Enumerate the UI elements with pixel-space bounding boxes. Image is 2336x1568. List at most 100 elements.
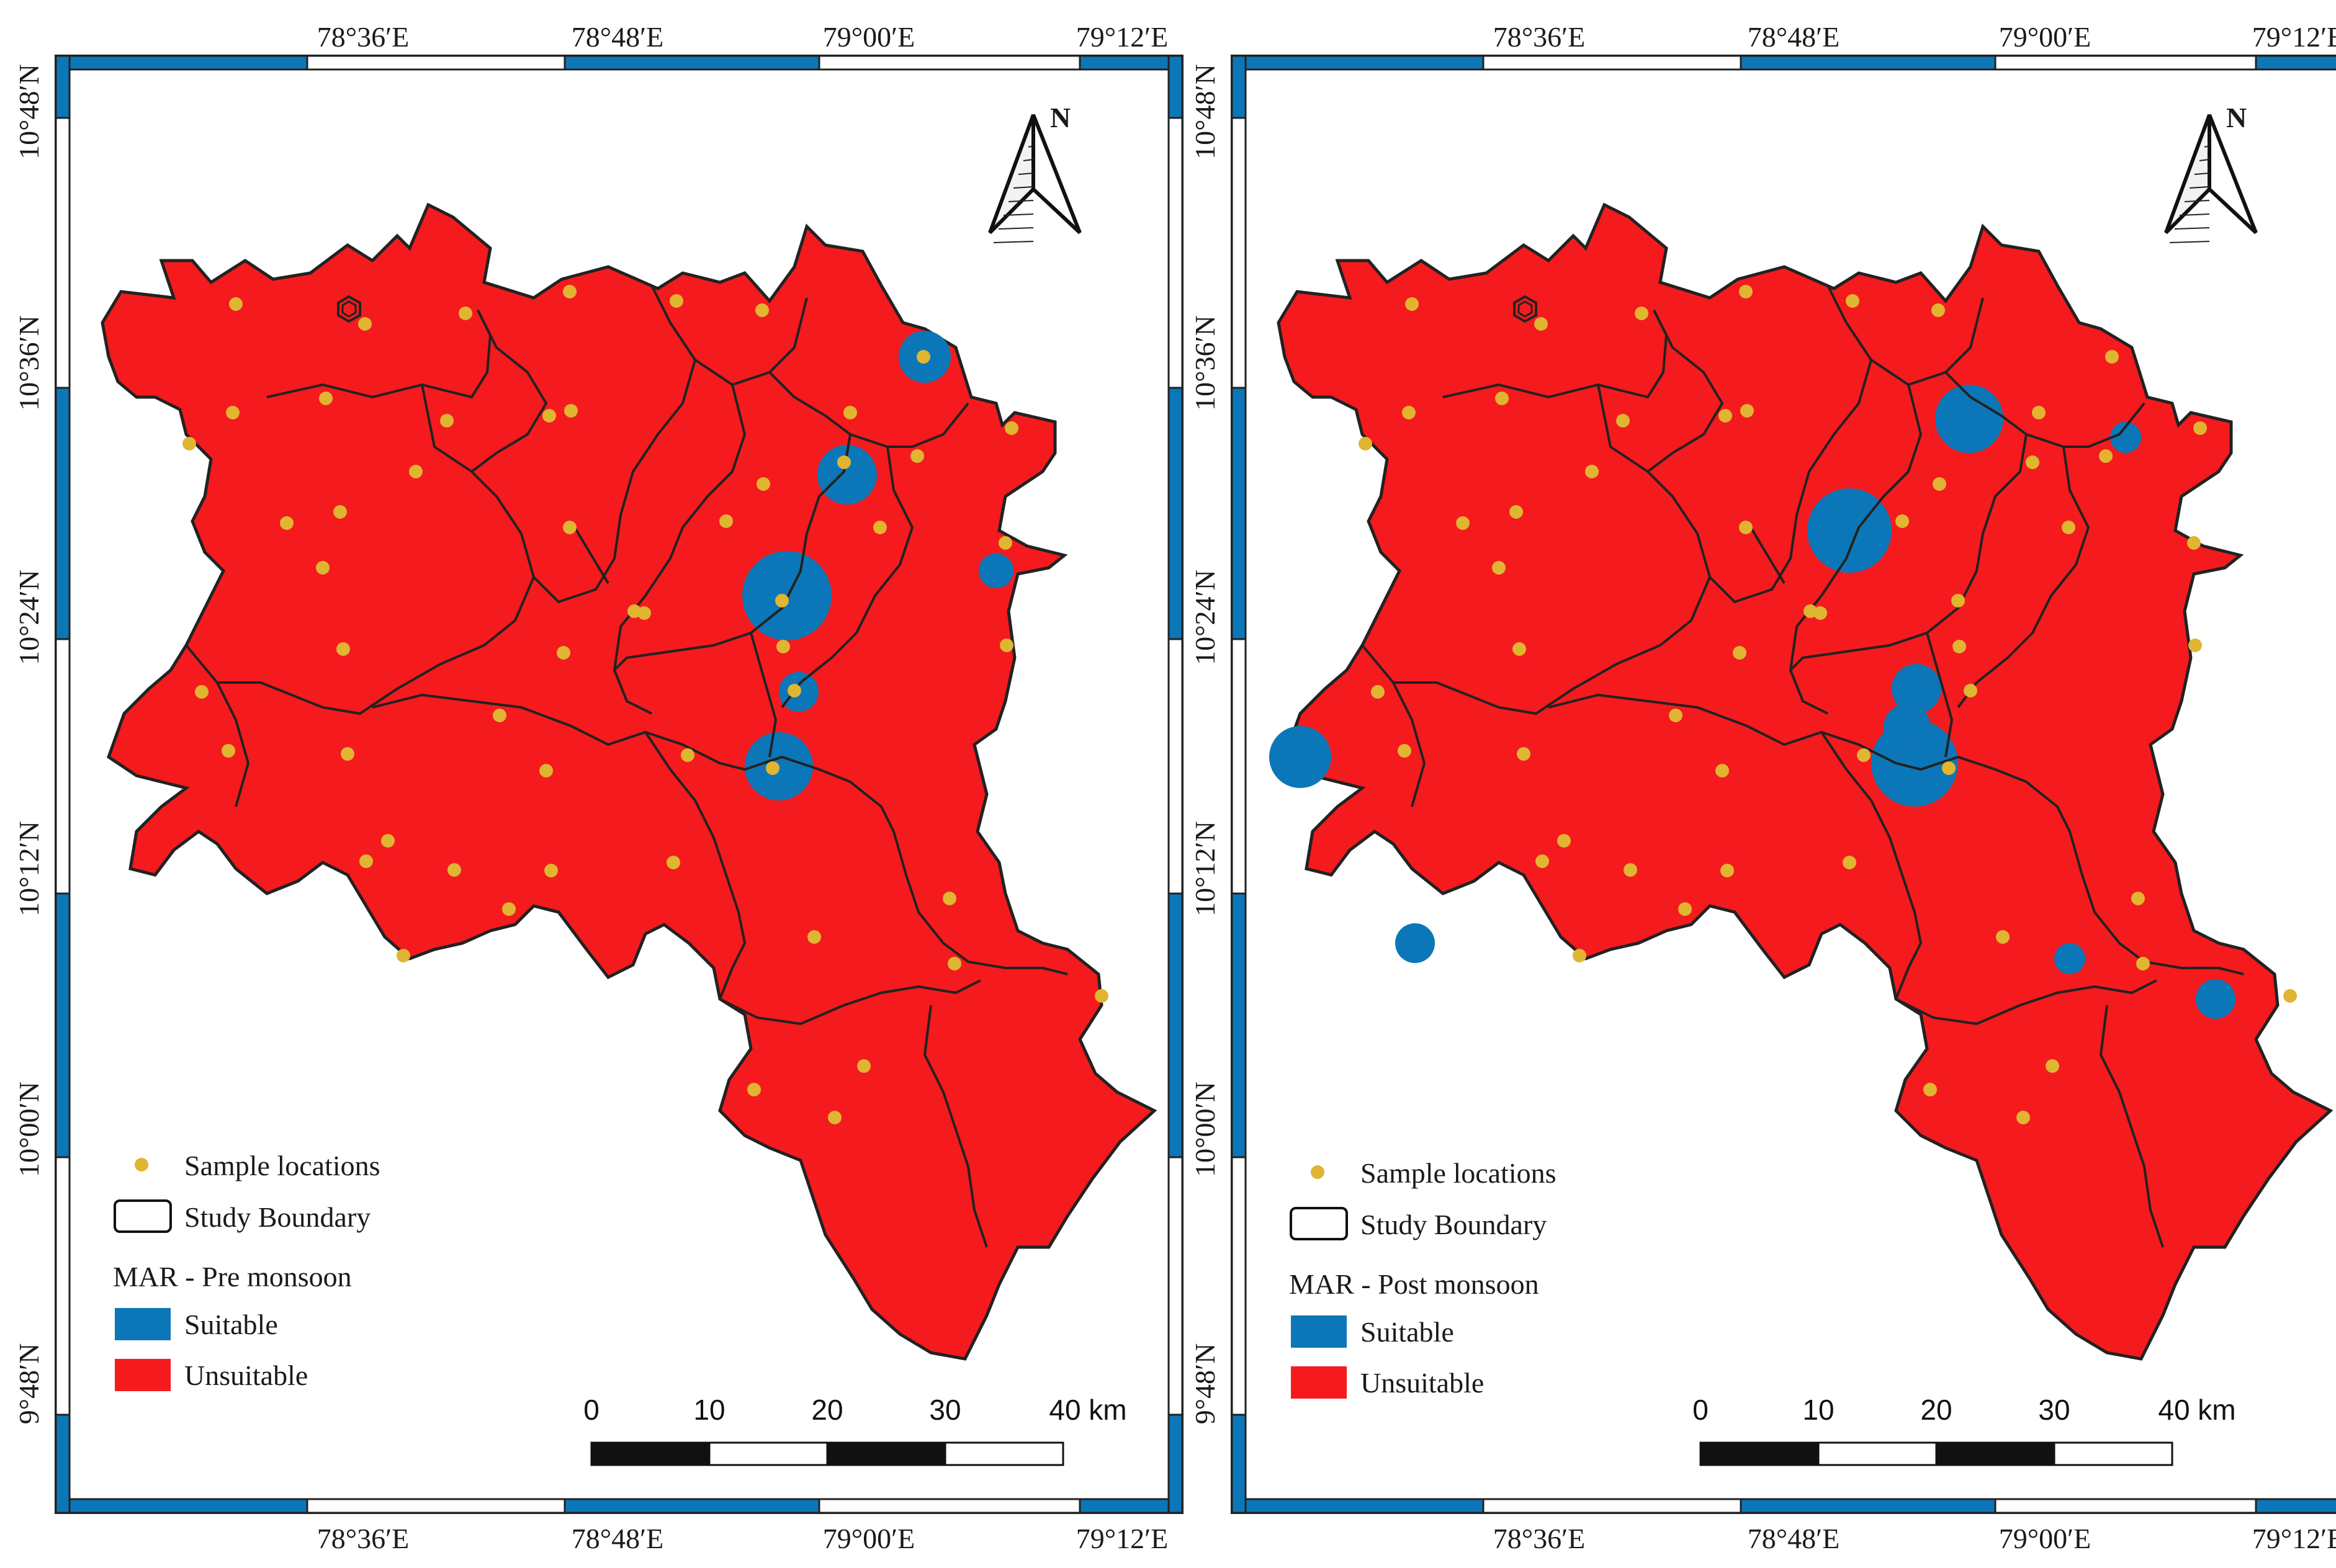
north-arrow-icon: N — [2164, 102, 2258, 243]
sample-location — [1739, 521, 1753, 534]
sample-location — [1733, 646, 1746, 660]
suitable-zone — [1807, 488, 1892, 573]
scale-segment — [826, 1441, 946, 1466]
sample-points — [182, 285, 1108, 1124]
legend-suitable-label: Suitable — [1360, 1316, 1454, 1348]
scale-tick-label: 20 — [1920, 1394, 1952, 1426]
sample-location — [2099, 449, 2113, 463]
coord-label-top: 78°48′E — [572, 21, 664, 53]
scale-tick-label: 30 — [929, 1394, 961, 1426]
scale-tick-label: 40 km — [1049, 1394, 1126, 1426]
sample-location — [837, 455, 851, 469]
legend-boundary-label: Study Boundary — [184, 1201, 371, 1233]
sample-location — [1402, 406, 1416, 419]
sample-location — [1996, 930, 2010, 944]
sample-location — [440, 414, 454, 428]
sample-location — [1931, 303, 1945, 317]
legend-sample-symbol — [135, 1158, 148, 1172]
sample-location — [397, 949, 410, 962]
sample-location — [1495, 392, 1509, 405]
sample-location — [747, 1083, 761, 1096]
sample-location — [493, 709, 506, 722]
sample-location — [229, 297, 243, 311]
sample-location — [1678, 902, 1692, 916]
coord-label-top: 79°00′E — [1999, 21, 2091, 53]
scale-segment — [1935, 1441, 2055, 1466]
sample-location — [1715, 764, 1729, 777]
coord-label-left: 10°24′N — [1189, 570, 1221, 665]
suitable-zone — [1935, 385, 2003, 453]
sample-location — [766, 761, 779, 775]
sample-location — [319, 392, 333, 405]
legend-unsuitable-label: Unsuitable — [184, 1360, 308, 1391]
sample-location — [280, 516, 294, 530]
scale-tick-label: 20 — [811, 1394, 843, 1426]
sample-location — [807, 930, 821, 944]
legend-boundary-symbol — [1290, 1207, 1348, 1240]
sample-location — [1509, 505, 1523, 519]
coord-label-top: 79°12′E — [2252, 21, 2336, 53]
sample-location — [775, 594, 789, 607]
sample-location — [564, 404, 578, 418]
scale-segment — [1817, 1441, 1938, 1466]
scale-tick-label: 40 km — [2158, 1394, 2235, 1426]
coord-label-left: 9°48′N — [13, 1343, 45, 1425]
sample-location — [2026, 455, 2039, 469]
scale-bar: 0 10 20 30 40 km — [583, 1394, 1127, 1466]
sample-location — [316, 561, 330, 575]
sample-location — [999, 536, 1012, 550]
sample-location — [2032, 406, 2046, 419]
sample-location — [948, 957, 961, 970]
sample-location — [1534, 317, 1548, 331]
coord-label-bottom: 78°36′E — [1493, 1523, 1586, 1554]
sample-location — [544, 864, 558, 877]
legend-suitable-symbol — [1291, 1315, 1347, 1348]
map-panel-pre-monsoon: N 78°36′E 78°48′E 79°00′E 79°12′E 78°36′E 78°4… — [13, 21, 1184, 1554]
coord-label-left: 10°12′N — [13, 821, 45, 916]
north-arrow-icon: N — [988, 102, 1082, 243]
suitable-zone — [817, 445, 877, 504]
sample-location — [1398, 744, 1411, 758]
scale-tick-label: 30 — [2038, 1394, 2070, 1426]
scale-bar: 0 10 20 30 40 km — [1692, 1394, 2236, 1466]
coord-label-bottom: 79°12′E — [2252, 1523, 2336, 1554]
legend-suitable-label: Suitable — [184, 1309, 278, 1340]
sample-location — [1635, 307, 1648, 320]
coord-label-bottom: 78°36′E — [317, 1523, 410, 1554]
sample-location — [1095, 989, 1108, 1003]
coord-label-left: 10°48′N — [13, 64, 45, 159]
sample-location — [1517, 747, 1530, 761]
sample-location — [1857, 748, 1871, 762]
coord-label-left: 10°00′N — [1189, 1082, 1221, 1177]
sample-location — [1000, 638, 1013, 652]
coord-label-left: 9°48′N — [1189, 1343, 1221, 1425]
sample-location — [667, 856, 680, 869]
legend-unsuitable-label: Unsuitable — [1360, 1367, 1484, 1399]
sample-location — [2283, 989, 2297, 1003]
sample-location — [1933, 477, 1946, 491]
sample-points — [1359, 285, 2297, 1124]
sample-location — [1456, 516, 1470, 530]
suitable-zone — [979, 553, 1013, 588]
sample-location — [1005, 421, 1018, 435]
sample-location — [1573, 949, 1586, 962]
sample-location — [1740, 404, 1754, 418]
scale-tick-label: 0 — [583, 1394, 600, 1426]
coord-label-bottom: 79°12′E — [1076, 1523, 1169, 1554]
sample-location — [1492, 561, 1506, 575]
scale-segment — [708, 1441, 829, 1466]
sample-location — [459, 307, 472, 320]
suitable-zone — [1884, 704, 1931, 751]
coord-label-bottom: 78°48′E — [572, 1523, 664, 1554]
sample-location — [1616, 414, 1630, 428]
sample-location — [1718, 409, 1732, 423]
coord-label-left: 10°36′N — [1189, 315, 1221, 411]
suitable-zone — [1892, 664, 1941, 714]
coord-label-left: 10°36′N — [13, 315, 45, 411]
sample-location — [502, 902, 516, 916]
sample-location — [2046, 1059, 2059, 1073]
sample-location — [539, 764, 553, 777]
sample-location — [226, 406, 240, 419]
sample-location — [1405, 297, 1419, 311]
